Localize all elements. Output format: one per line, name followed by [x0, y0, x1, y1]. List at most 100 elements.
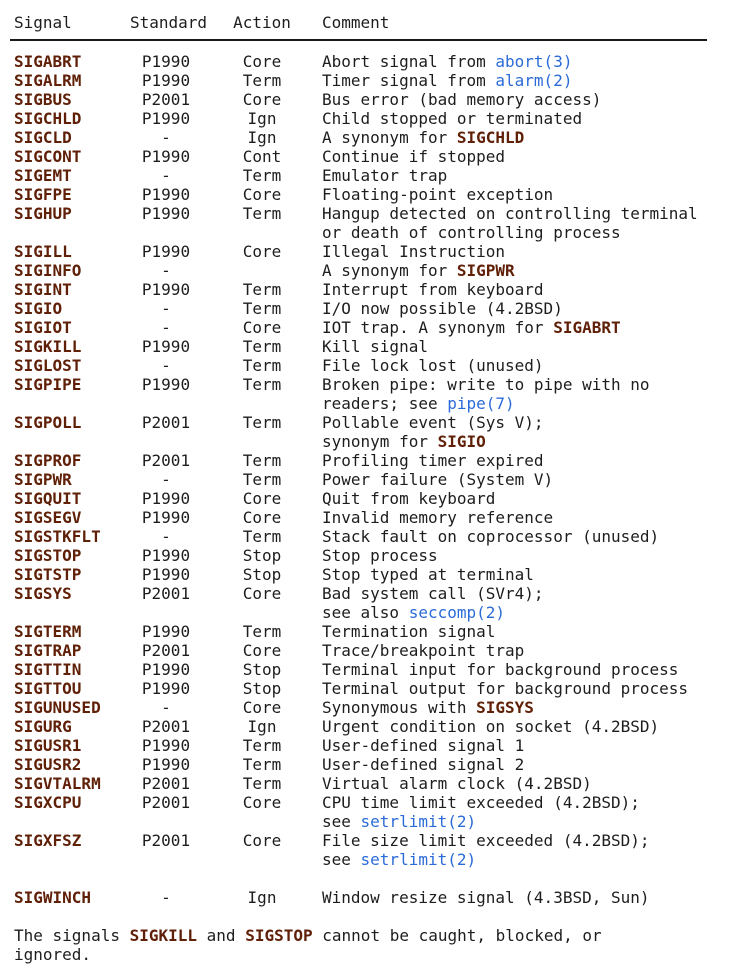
comment-cell: Synonymous with SIGSYS — [322, 698, 739, 717]
action-cell: Term — [242, 71, 282, 90]
man-page-link[interactable]: seccomp(2) — [408, 603, 506, 622]
comment-line: IOT trap. A synonym for SIGABRT — [322, 318, 739, 337]
comment-cell: Bad system call (SVr4); see also seccomp(… — [322, 584, 739, 622]
signal-name-cell: SIGINT — [14, 280, 72, 299]
table-row: SIGINFO - A synonym for SIGPWR — [14, 261, 739, 280]
text-segment: File lock lost (unused) — [322, 356, 544, 375]
standard-cell: P2001 — [141, 90, 191, 109]
bold-signal-reference: SIGKILL — [129, 926, 198, 945]
standard-cell: P2001 — [141, 641, 191, 660]
text-segment: see also — [322, 603, 409, 622]
column-header-action: Action — [233, 13, 291, 32]
man-page-link[interactable]: setrlimit(2) — [360, 812, 477, 831]
text-segment: see — [322, 812, 361, 831]
action-cell: Term — [242, 413, 282, 432]
standard-cell: - — [161, 318, 171, 337]
comment-line: Emulator trap — [322, 166, 739, 185]
standard-cell: - — [161, 527, 171, 546]
action-cell: Core — [242, 318, 282, 337]
standard-cell: - — [161, 299, 171, 318]
comment-line: File size limit exceeded (4.2BSD); — [322, 831, 739, 850]
comment-line: Quit from keyboard — [322, 489, 739, 508]
signal-name-cell: SIGTTOU — [14, 679, 82, 698]
standard-cell: - — [161, 166, 171, 185]
signal-name-cell: SIGINFO — [14, 261, 82, 280]
standard-cell: P1990 — [141, 755, 191, 774]
comment-cell: Illegal Instruction — [322, 242, 739, 261]
text-segment: Termination signal — [322, 622, 496, 641]
table-row: SIGHUP P1990 Term Hangup detected on contro… — [14, 204, 739, 242]
comment-line: Hangup detected on controlling terminal — [322, 204, 739, 223]
comment-cell: Terminal input for background process — [322, 660, 739, 679]
text-segment: Bus error (bad memory access) — [322, 90, 602, 109]
signal-name-cell: SIGCLD — [14, 128, 72, 147]
text-segment: Kill signal — [322, 337, 428, 356]
standard-cell: P1990 — [141, 546, 191, 565]
action-cell: Term — [242, 356, 282, 375]
standard-cell: - — [161, 128, 171, 147]
text-segment: IOT trap. A synonym for — [322, 318, 554, 337]
text-segment: Terminal output for background process — [322, 679, 689, 698]
man-page-link[interactable]: alarm(2) — [495, 71, 573, 90]
table-row: SIGTTIN P1990 Stop Terminal input for backg… — [14, 660, 739, 679]
standard-cell: - — [161, 698, 171, 717]
comment-line: Bad system call (SVr4); — [322, 584, 739, 603]
text-segment: Interrupt from keyboard — [322, 280, 544, 299]
signal-name-cell: SIGXCPU — [14, 793, 82, 812]
comment-cell: Floating-point exception — [322, 185, 739, 204]
standard-cell: P1990 — [141, 185, 191, 204]
comment-line: Timer signal from alarm(2) — [322, 71, 739, 90]
signal-name-cell: SIGTTIN — [14, 660, 82, 679]
action-cell: Core — [242, 185, 282, 204]
text-segment: Hangup detected on controlling terminal — [322, 204, 698, 223]
text-segment: Bad system call (SVr4); — [322, 584, 544, 603]
action-cell: Term — [242, 527, 282, 546]
signal-name-cell: SIGKILL — [14, 337, 82, 356]
comment-cell: Child stopped or terminated — [322, 109, 739, 128]
comment-line: or death of controlling process — [322, 223, 739, 242]
table-row: SIGPOLL P2001 Term Pollable event (Sys V); s… — [14, 413, 739, 451]
column-header-signal: Signal — [14, 13, 72, 32]
comment-line: Continue if stopped — [322, 147, 739, 166]
text-segment: Power failure (System V) — [322, 470, 554, 489]
table-row: SIGKILL P1990 Term Kill signal — [14, 337, 739, 356]
footer-line: The signals SIGKILL and SIGSTOP cannot b… — [14, 926, 739, 945]
signal-name-cell: SIGCONT — [14, 147, 82, 166]
man-page-link[interactable]: abort(3) — [495, 52, 573, 71]
action-cell: Core — [242, 641, 282, 660]
standard-cell: P1990 — [141, 109, 191, 128]
table-row: SIGINT P1990 Term Interrupt from keyboard — [14, 280, 739, 299]
table-row: SIGIO - Term I/O now possible (4.2BSD) — [14, 299, 739, 318]
comment-line: Child stopped or terminated — [322, 109, 739, 128]
comment-line: Terminal input for background process — [322, 660, 739, 679]
standard-cell: P2001 — [141, 413, 191, 432]
comment-line: Bus error (bad memory access) — [322, 90, 739, 109]
standard-cell: - — [161, 261, 171, 280]
action-cell: Stop — [242, 546, 282, 565]
standard-cell: P1990 — [141, 71, 191, 90]
action-cell: Core — [242, 242, 282, 261]
comment-line: CPU time limit exceeded (4.2BSD); — [322, 793, 739, 812]
man-page-link[interactable]: setrlimit(2) — [360, 850, 477, 869]
signal-name-cell: SIGPWR — [14, 470, 72, 489]
table-row: SIGTTOU P1990 Stop Terminal output for back… — [14, 679, 739, 698]
action-cell: Term — [242, 204, 282, 223]
comment-cell: A synonym for SIGPWR — [322, 261, 739, 280]
table-header-row: Signal Standard Action Comment — [14, 13, 739, 32]
comment-line: Termination signal — [322, 622, 739, 641]
table-row: SIGXCPU P2001 Core CPU time limit exceeded … — [14, 793, 739, 831]
comment-cell: CPU time limit exceeded (4.2BSD); see set… — [322, 793, 739, 831]
action-cell: Term — [242, 774, 282, 793]
action-cell: Term — [242, 470, 282, 489]
action-cell: Term — [242, 299, 282, 318]
table-row: SIGQUIT P1990 Core Quit from keyboard — [14, 489, 739, 508]
table-row: SIGPWR - Term Power failure (System V) — [14, 470, 739, 489]
table-row: SIGEMT - Term Emulator trap — [14, 166, 739, 185]
action-cell: Stop — [242, 565, 282, 584]
table-row: SIGABRT P1990 Core Abort signal from abort(… — [14, 52, 739, 71]
text-segment: Timer signal from — [322, 71, 496, 90]
action-cell: Core — [242, 698, 282, 717]
man-page-link[interactable]: pipe(7) — [447, 394, 515, 413]
text-segment: Emulator trap — [322, 166, 448, 185]
comment-line: Stack fault on coprocessor (unused) — [322, 527, 739, 546]
